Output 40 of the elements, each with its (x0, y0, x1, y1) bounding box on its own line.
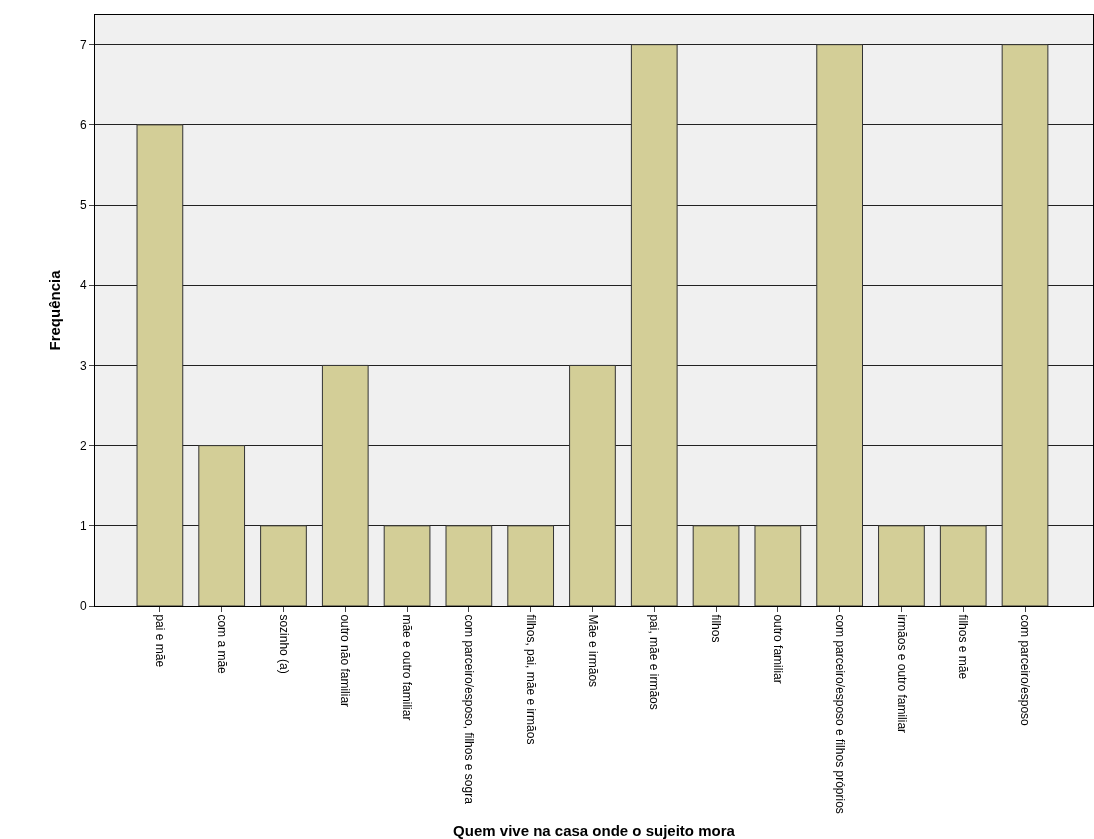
x-tick-label: com parceiro/esposo, filhos e sogra (461, 614, 476, 805)
x-tick-label: Mãe e irmãos (585, 614, 600, 688)
x-tick-label: outro familiar (770, 614, 785, 684)
y-axis-title: Frequência (46, 269, 64, 351)
bar (569, 364, 616, 606)
y-tick-label: 4 (79, 278, 87, 293)
bar (136, 124, 184, 606)
x-tick-label: sozinho (a) (276, 614, 291, 674)
x-tick-label: com parceiro/esposo e filhos próprios (832, 614, 847, 814)
bar (445, 525, 493, 606)
x-tick-label: irmãos e outro familiar (894, 614, 909, 734)
y-tick-label: 6 (79, 118, 87, 133)
x-tick-label: pai e mãe (152, 614, 167, 668)
bar (878, 525, 925, 606)
bar (321, 364, 369, 606)
y-tick-label: 1 (79, 519, 87, 534)
bar (260, 525, 307, 606)
x-tick-label: com parceiro/esposo (1018, 614, 1033, 727)
x-axis-title: Quem vive na casa onde o sujeito mora (453, 822, 736, 839)
bar (939, 525, 987, 606)
x-tick-label: com a mãe (214, 614, 229, 675)
y-tick-label: 0 (79, 599, 87, 614)
bar (198, 445, 246, 606)
y-tick-label: 2 (79, 438, 87, 453)
y-tick-label: 7 (79, 37, 87, 52)
y-tick-label: 3 (79, 358, 87, 373)
bar (507, 525, 555, 606)
bar (383, 525, 431, 606)
bar (754, 525, 802, 606)
bar (816, 44, 863, 606)
x-tick-label: filhos, pai, mãe e irmãos (523, 614, 538, 745)
x-tick-label: mãe e outro familiar (400, 614, 415, 721)
x-tick-label: outro não familiar (338, 614, 353, 708)
bar (1001, 44, 1049, 606)
x-tick-label: pai, mãe e irmãos (647, 614, 662, 710)
bar (630, 44, 678, 606)
x-tick-label: filhos (709, 614, 724, 643)
x-tick-label: filhos e mãe (956, 614, 971, 680)
bar (692, 525, 740, 606)
y-tick-label: 5 (79, 198, 87, 213)
